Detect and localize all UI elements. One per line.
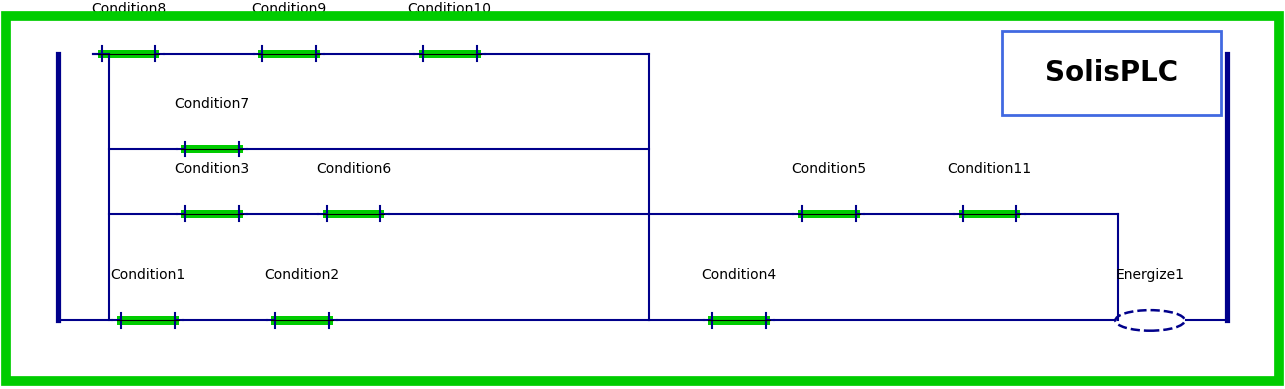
Text: Condition5: Condition5 xyxy=(792,162,866,176)
FancyBboxPatch shape xyxy=(181,145,243,153)
Text: Condition6: Condition6 xyxy=(316,162,391,176)
FancyBboxPatch shape xyxy=(959,210,1020,218)
Text: SolisPLC: SolisPLC xyxy=(1045,59,1178,87)
FancyBboxPatch shape xyxy=(181,210,243,218)
FancyBboxPatch shape xyxy=(98,49,159,58)
FancyBboxPatch shape xyxy=(708,316,770,324)
FancyBboxPatch shape xyxy=(258,49,320,58)
Text: Condition11: Condition11 xyxy=(947,162,1032,176)
Text: Condition7: Condition7 xyxy=(175,97,249,111)
FancyBboxPatch shape xyxy=(1002,31,1221,115)
Text: Condition10: Condition10 xyxy=(407,2,492,16)
Text: Condition2: Condition2 xyxy=(265,268,339,282)
FancyBboxPatch shape xyxy=(419,49,481,58)
FancyBboxPatch shape xyxy=(271,316,333,324)
FancyBboxPatch shape xyxy=(323,210,384,218)
Text: Condition9: Condition9 xyxy=(252,2,326,16)
Text: Energize1: Energize1 xyxy=(1115,268,1185,282)
Text: Condition1: Condition1 xyxy=(111,268,185,282)
Text: Condition3: Condition3 xyxy=(175,162,249,176)
Text: Condition4: Condition4 xyxy=(702,268,776,282)
FancyBboxPatch shape xyxy=(117,316,179,324)
Text: Condition8: Condition8 xyxy=(91,2,166,16)
FancyBboxPatch shape xyxy=(798,210,860,218)
